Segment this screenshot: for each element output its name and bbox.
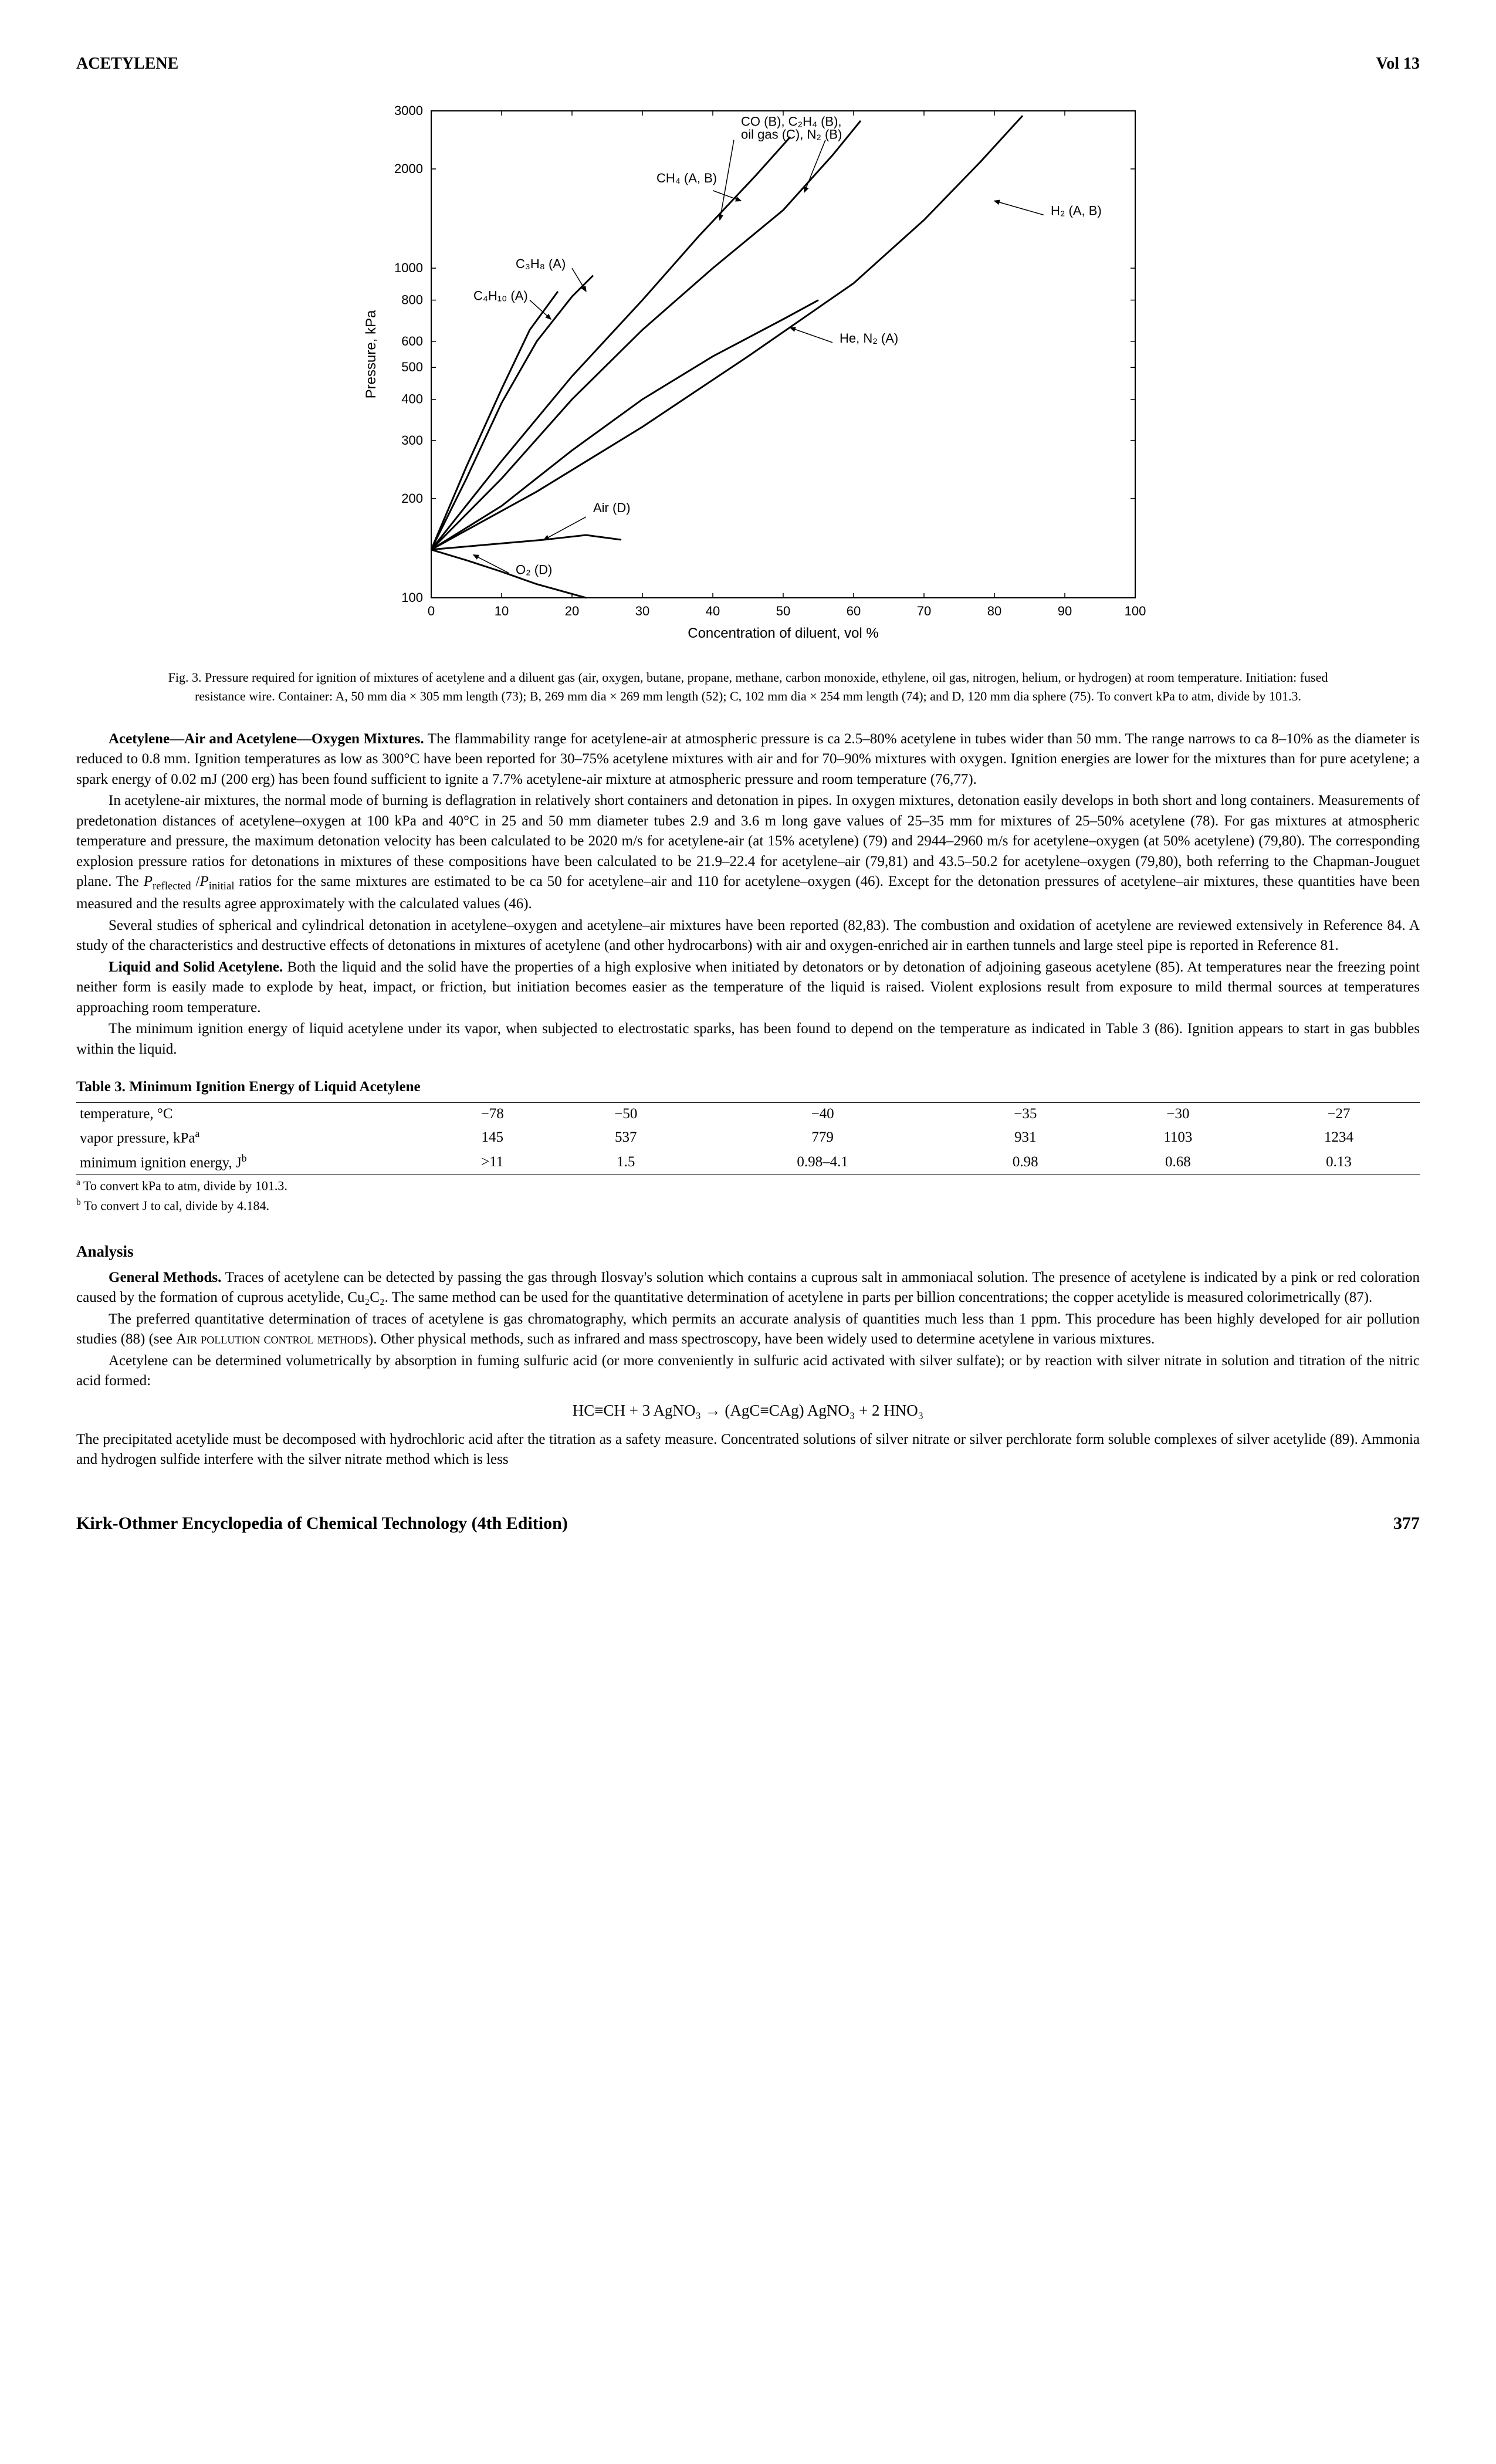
analysis-p1: General Methods. Traces of acetylene can…	[76, 1268, 1420, 1308]
svg-text:20: 20	[565, 604, 579, 618]
header-left: ACETYLENE	[76, 53, 178, 76]
svg-text:30: 30	[635, 604, 649, 618]
analysis-p2: The preferred quantitative determination…	[76, 1309, 1420, 1350]
svg-text:100: 100	[1125, 604, 1146, 618]
table3-title: Table 3. Minimum Ignition Energy of Liqu…	[76, 1077, 1420, 1098]
svg-text:H₂ (A, B): H₂ (A, B)	[1051, 203, 1102, 218]
svg-text:100: 100	[401, 590, 423, 605]
svg-text:40: 40	[706, 604, 720, 618]
svg-text:CH₄ (A, B): CH₄ (A, B)	[656, 171, 717, 185]
svg-text:10: 10	[495, 604, 509, 618]
table3: temperature, °C−78−50−40−35−30−27vapor p…	[76, 1102, 1420, 1175]
svg-text:Pressure, kPa: Pressure, kPa	[363, 310, 379, 398]
analysis-heading: Analysis	[76, 1241, 1420, 1263]
footer-right: 377	[1393, 1511, 1420, 1535]
para4-runin: Liquid and Solid Acetylene.	[109, 959, 283, 975]
analysis-p4: The precipitated acetylide must be decom…	[76, 1430, 1420, 1470]
para2b: ratios for the same mixtures are estimat…	[76, 874, 1420, 912]
svg-text:400: 400	[401, 391, 423, 406]
svg-text:800: 800	[401, 292, 423, 307]
page-footer: Kirk-Othmer Encyclopedia of Chemical Tec…	[76, 1511, 1420, 1535]
para-min-ignition: The minimum ignition energy of liquid ac…	[76, 1019, 1420, 1060]
svg-text:300: 300	[401, 433, 423, 448]
para-studies: Several studies of spherical and cylindr…	[76, 916, 1420, 956]
svg-text:1000: 1000	[394, 260, 423, 275]
svg-text:70: 70	[917, 604, 931, 618]
svg-text:Concentration of diluent, vol: Concentration of diluent, vol %	[688, 625, 879, 641]
svg-text:oil gas (C), N₂ (B): oil gas (C), N₂ (B)	[741, 127, 842, 141]
para-acetylene-air: Acetylene—Air and Acetylene—Oxygen Mixtu…	[76, 729, 1420, 790]
analysis-p3: Acetylene can be determined volumetrical…	[76, 1351, 1420, 1392]
svg-text:200: 200	[401, 490, 423, 505]
svg-text:500: 500	[401, 360, 423, 374]
figure-3-chart: 0 10 20 30 40 50 60 70 80 90 100 Concentration of d…	[76, 99, 1420, 657]
svg-text:2000: 2000	[394, 161, 423, 176]
svg-text:O₂ (D): O₂ (D)	[516, 562, 552, 577]
header-right: Vol 13	[1376, 53, 1420, 76]
svg-text:C₃H₈ (A): C₃H₈ (A)	[516, 256, 566, 271]
page-header: ACETYLENE Vol 13	[76, 53, 1420, 76]
para1-runin: Acetylene—Air and Acetylene—Oxygen Mixtu…	[109, 731, 424, 747]
svg-text:90: 90	[1058, 604, 1072, 618]
analysis-equation: HC≡CH + 3 AgNO₃ → (AgC≡CAg) AgNO₃ + 2 HN…	[76, 1400, 1420, 1421]
footer-left: Kirk-Othmer Encyclopedia of Chemical Tec…	[76, 1511, 568, 1535]
svg-text:50: 50	[776, 604, 790, 618]
svg-text:3000: 3000	[394, 103, 423, 118]
svg-text:He, N₂ (A): He, N₂ (A)	[840, 330, 898, 345]
para-liquid-solid: Liquid and Solid Acetylene. Both the liq…	[76, 957, 1420, 1018]
svg-text:Air (D): Air (D)	[593, 500, 631, 515]
figure-3-caption: Fig. 3. Pressure required for ignition o…	[147, 668, 1349, 706]
svg-text:80: 80	[987, 604, 1001, 618]
svg-text:600: 600	[401, 333, 423, 348]
pressure-chart-svg: 0 10 20 30 40 50 60 70 80 90 100 Concentration of d…	[337, 99, 1159, 651]
svg-text:C₄H₁₀ (A): C₄H₁₀ (A)	[473, 288, 528, 303]
svg-text:60: 60	[847, 604, 861, 618]
svg-text:0: 0	[428, 604, 435, 618]
table3-footnotes: a To convert kPa to atm, divide by 101.3…	[76, 1176, 1420, 1214]
para-detonation: In acetylene-air mixtures, the normal mo…	[76, 791, 1420, 914]
